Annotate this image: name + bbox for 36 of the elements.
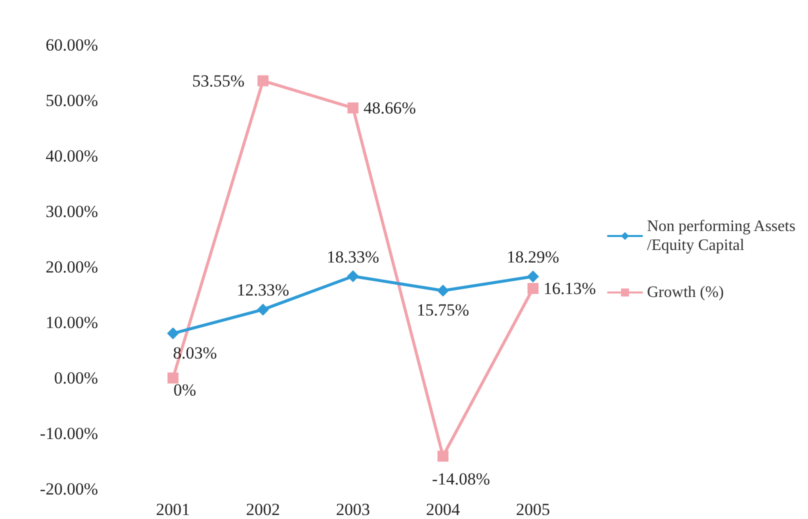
point — [168, 372, 178, 384]
y-tick-label: -10.00% — [40, 424, 98, 443]
x-tick-label: 2001 — [156, 500, 190, 519]
x-tick-label: 2005 — [516, 500, 550, 519]
data-label: 18.33% — [326, 247, 380, 266]
point — [437, 284, 449, 297]
legend-label: Non performing Assets/Equity Capital — [647, 218, 796, 254]
point — [257, 304, 269, 316]
data-label: 16.13% — [544, 278, 596, 298]
y-tick-label: 60.00% — [46, 36, 98, 54]
point — [528, 282, 538, 294]
data-label: 12.33% — [236, 280, 290, 300]
data-label: 48.66% — [364, 98, 416, 118]
point — [167, 327, 179, 340]
x-tick-label: 2003 — [336, 500, 370, 519]
data-label: 8.03% — [173, 343, 217, 362]
x-tick-label: 2004 — [426, 500, 460, 519]
y-tick-label: 10.00% — [46, 313, 98, 332]
data-label: 15.75% — [416, 300, 470, 320]
y-tick-label: 20.00% — [46, 258, 98, 276]
y-tick-label: -20.00% — [40, 480, 98, 498]
data-label: -14.08% — [432, 470, 490, 489]
y-tick-label: 30.00% — [46, 202, 98, 221]
y-tick-label: 0.00% — [54, 368, 98, 388]
y-tick-label: 40.00% — [46, 146, 98, 166]
y-tick-label: 50.00% — [46, 91, 98, 110]
point — [347, 270, 359, 282]
point — [348, 102, 358, 114]
point — [527, 270, 539, 282]
legend-label: Growth (%) — [647, 284, 724, 301]
x-tick-label: 2002 — [246, 500, 280, 519]
data-label: 0% — [174, 380, 196, 400]
data-label: 18.29% — [506, 247, 560, 266]
point — [438, 450, 448, 462]
data-label: 53.55% — [192, 71, 244, 90]
point — [258, 75, 268, 86]
